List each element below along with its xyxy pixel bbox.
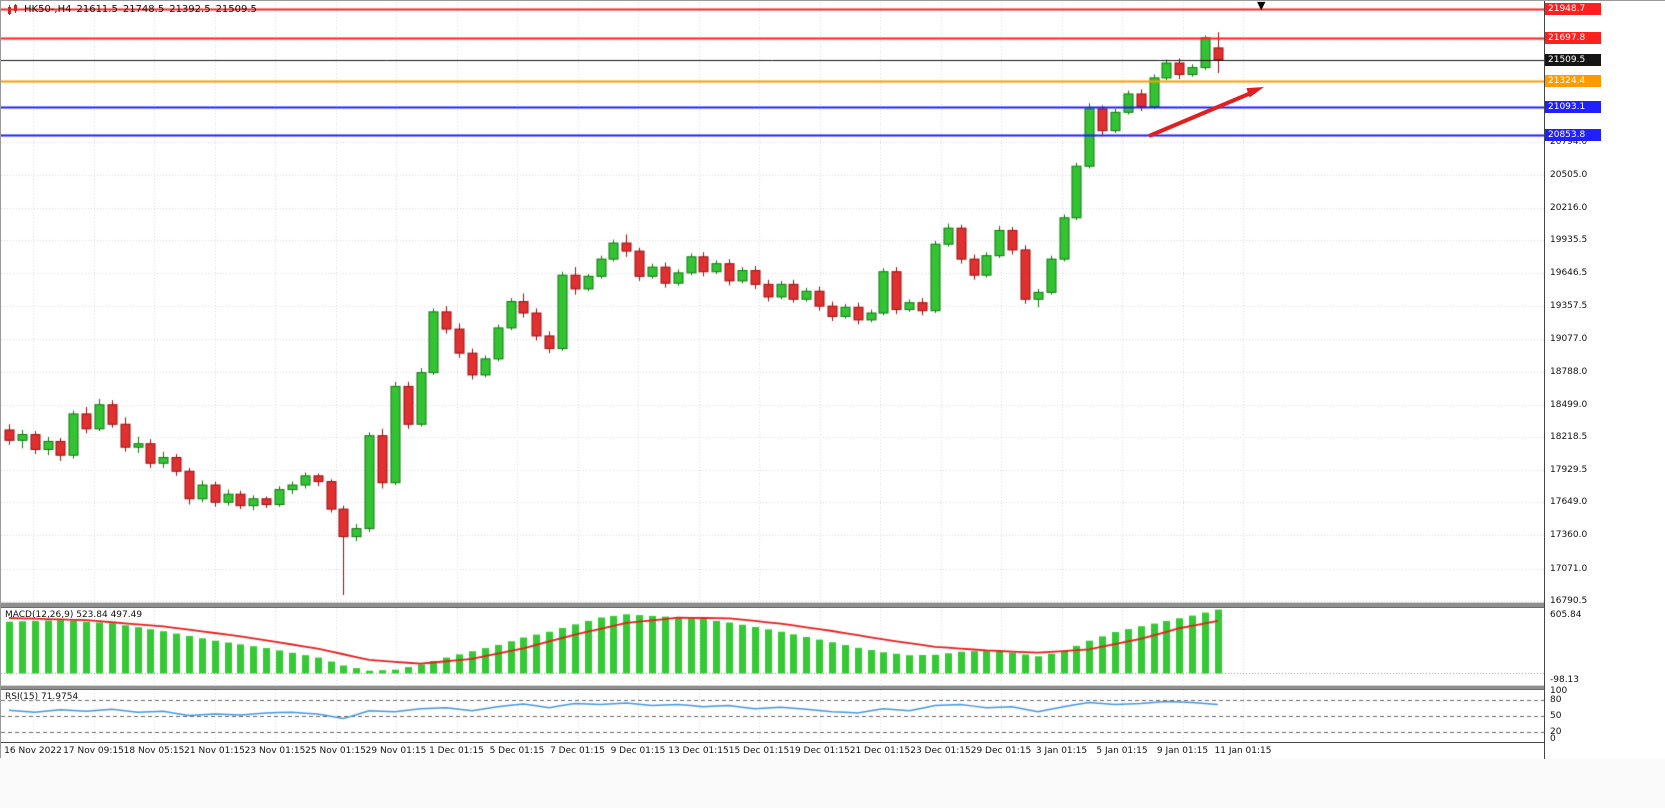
macd-indicator-label: MACD(12,26,9) 523.84 497.49 <box>5 610 143 620</box>
price-axis-label: 20794.0 <box>1550 136 1588 147</box>
time-axis-label: 18 Nov 05:15 <box>123 746 185 756</box>
price-axis-label: 19357.5 <box>1550 301 1588 312</box>
trend-arrow[interactable] <box>1141 79 1276 145</box>
price-line-badge: 21697.8 <box>1545 32 1601 45</box>
ohlc-high: 21748.5 <box>122 4 165 15</box>
time-axis-label: 23 Nov 01:15 <box>244 746 306 756</box>
price-axis-label: 19077.0 <box>1550 333 1588 344</box>
panel-splitter-rsi[interactable] <box>1 685 1664 690</box>
price-line-badge: 21948.7 <box>1545 3 1601 16</box>
ohlc-close: 21509.5 <box>215 4 257 15</box>
window-background-strip <box>0 758 1665 808</box>
symbol-name: HK50-,H4 <box>24 4 72 15</box>
chart-icon <box>8 4 17 15</box>
price-axis-label: 17929.5 <box>1550 465 1588 476</box>
time-axis-label: 13 Dec 01:15 <box>668 746 729 756</box>
ohlc-low: 21392.5 <box>169 4 211 15</box>
time-axis-label: 7 Dec 01:15 <box>550 746 605 756</box>
rsi-indicator-canvas[interactable] <box>1 690 1544 742</box>
time-axis-label: 9 Dec 01:15 <box>610 746 666 756</box>
time-axis-label: 15 Dec 01:15 <box>728 746 790 756</box>
time-axis-label: 3 Jan 01:15 <box>1035 746 1088 756</box>
rsi-axis-label: 0 <box>1550 734 1556 744</box>
rsi-axis-label: 100 <box>1550 686 1568 696</box>
price-axis-label: 19935.5 <box>1550 235 1588 246</box>
price-axis-label: 17649.0 <box>1550 497 1588 508</box>
time-axis-label: 11 Jan 01:15 <box>1214 746 1272 756</box>
time-axis-label: 23 Dec 01:15 <box>910 746 971 756</box>
time-axis-label: 17 Nov 09:15 <box>63 746 124 756</box>
price-axis-label: 16790.5 <box>1550 595 1588 606</box>
time-axis-label: 19 Dec 01:15 <box>789 746 850 756</box>
price-axis-label: 19646.5 <box>1550 268 1588 279</box>
time-axis-label: 29 Dec 01:15 <box>970 746 1032 756</box>
time-axis-label: 21 Dec 01:15 <box>849 746 911 756</box>
down-triangle-marker[interactable]: ▼ <box>1257 0 1266 12</box>
macd-indicator-canvas[interactable] <box>1 608 1544 685</box>
price-axis-label: 18499.0 <box>1550 399 1588 410</box>
macd-axis-min-label: -98.13 <box>1550 675 1580 685</box>
time-axis-label: 5 Dec 01:15 <box>489 746 545 756</box>
price-axis-label: 20505.0 <box>1550 169 1588 180</box>
price-axis-label: 18788.0 <box>1550 366 1588 377</box>
price-axis[interactable]: 21682.520794.020505.020216.019935.519646… <box>1544 1 1665 759</box>
time-axis[interactable]: 16 Nov 2022 17 Nov 09:15 18 Nov 05:15 21 No… <box>1 743 1544 759</box>
macd-axis-max-label: 605.84 <box>1550 610 1582 620</box>
price-axis-label: 17071.0 <box>1550 563 1588 574</box>
ohlc-open: 21611.5 <box>76 4 118 15</box>
time-axis-label: 29 Nov 01:15 <box>365 746 427 756</box>
symbol-ohlc-label: HK50-,H4 21611.5 21748.5 21392.5 21509.5 <box>7 4 257 15</box>
price-axis-label: 17360.0 <box>1550 530 1588 541</box>
time-axis-label: 16 Nov 2022 <box>4 746 62 756</box>
price-chart-canvas[interactable] <box>1 2 1544 602</box>
price-line-badge: 21324.4 <box>1545 74 1601 87</box>
time-axis-label: 5 Jan 01:15 <box>1096 746 1148 756</box>
chart-region: HK50-,H4 21611.5 21748.5 21392.5 21509.5… <box>0 0 1665 760</box>
price-line-badge: 21093.1 <box>1545 101 1601 114</box>
time-axis-label: 21 Nov 01:15 <box>184 746 245 756</box>
rsi-axis-label: 50 <box>1550 711 1562 721</box>
rsi-axis-label: 80 <box>1550 695 1562 706</box>
time-axis-label: 25 Nov 01:15 <box>305 746 366 756</box>
panel-splitter-macd[interactable] <box>1 602 1664 608</box>
rsi-indicator-label: RSI(15) 71.9754 <box>5 692 79 702</box>
time-axis-label: 1 Dec 01:15 <box>429 746 484 756</box>
price-line-badge: 20853.8 <box>1545 128 1601 141</box>
price-line-badge: 21509.5 <box>1545 53 1601 66</box>
price-axis-label: 20216.0 <box>1550 202 1588 213</box>
time-axis-divider <box>1 742 1664 743</box>
time-axis-label: 9 Jan 01:15 <box>1156 746 1209 756</box>
price-axis-label: 18218.5 <box>1550 432 1588 443</box>
rsi-axis-label: 20 <box>1550 726 1562 737</box>
